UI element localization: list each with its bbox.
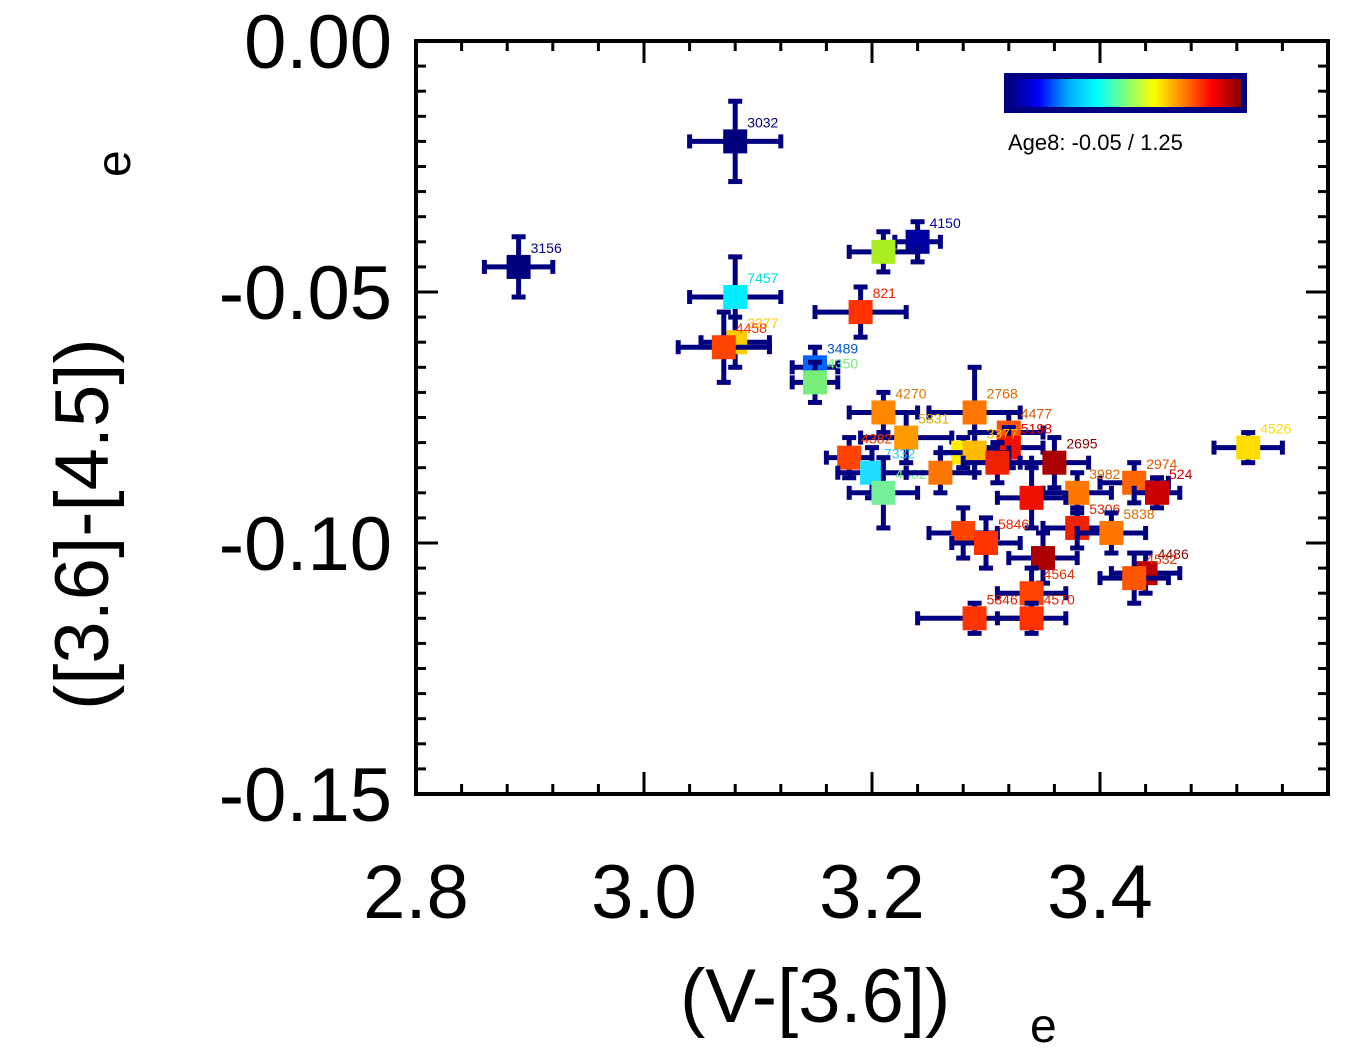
axis-ticks — [414, 39, 1330, 796]
y-tick-label: -0.05 — [219, 251, 392, 336]
data-point — [994, 465, 1069, 531]
point-marker — [985, 450, 1010, 475]
point-marker — [871, 400, 896, 425]
data-point: 4270 — [846, 385, 927, 436]
data-point: 4350 — [789, 355, 858, 405]
data-point: 3156 — [481, 234, 562, 300]
data-point: 5838 — [1074, 506, 1155, 556]
point-marker — [803, 370, 827, 395]
point-marker — [1236, 435, 1261, 460]
point-label: 5831 — [918, 411, 949, 427]
point-marker — [871, 239, 896, 264]
point-marker — [1019, 485, 1044, 510]
x-tick-label: 3.0 — [591, 850, 697, 935]
point-marker — [723, 129, 748, 154]
x-tick-label: 3.2 — [819, 850, 925, 935]
data-point: 5846 — [949, 515, 1029, 571]
y-tick-label: -0.15 — [219, 753, 392, 838]
colorbar-label: Age8: -0.05 / 1.25 — [1008, 130, 1183, 155]
point-marker — [1065, 480, 1090, 505]
point-label: 5846 — [998, 516, 1029, 532]
data-point: 2768 — [926, 364, 1023, 461]
point-label: 5846 — [987, 591, 1018, 607]
data-point: 5846 — [915, 591, 1035, 636]
point-marker — [962, 606, 987, 631]
point-label: 524 — [1169, 466, 1193, 482]
point-label: 4270 — [895, 385, 926, 401]
point-marker — [506, 254, 531, 279]
data-point: 5831 — [858, 409, 955, 466]
data-point — [903, 450, 978, 496]
data-point: 821 — [812, 284, 909, 340]
data-point: 3032 — [687, 98, 784, 185]
point-marker — [928, 460, 953, 485]
point-label: 5198 — [1021, 421, 1052, 437]
point-marker — [894, 425, 919, 450]
point-marker — [860, 460, 884, 485]
point-label: 821 — [873, 285, 897, 301]
point-marker — [723, 285, 748, 310]
point-label: 2695 — [1066, 436, 1097, 452]
tick-labels: 2.8 3.0 3.2 3.4 0.00 -0.05 -0.10 -0.15 — [219, 0, 1153, 935]
point-marker — [837, 445, 862, 470]
point-label: 4350 — [827, 355, 858, 371]
point-label: 4150 — [930, 215, 961, 231]
point-marker — [1099, 520, 1124, 545]
point-label: 4532 — [1146, 551, 1177, 567]
point-marker — [711, 335, 736, 360]
point-label: 4570 — [1044, 591, 1075, 607]
x-axis-label: (V-[3.6]) — [680, 954, 950, 1039]
point-marker — [1042, 450, 1067, 475]
x-tick-label: 2.8 — [363, 850, 469, 935]
point-label: 3982 — [1089, 466, 1120, 482]
point-label: 4486 — [1158, 546, 1189, 562]
point-label: 4564 — [1044, 566, 1075, 582]
data-point: 4150 — [892, 215, 961, 265]
data-point: 4532 — [1097, 550, 1178, 606]
point-label: 4458 — [736, 320, 767, 336]
y-tick-label: -0.10 — [219, 502, 392, 587]
point-label: 2974 — [1146, 456, 1177, 472]
point-label: 7457 — [747, 270, 778, 286]
point-marker — [1019, 606, 1044, 631]
point-label: 3032 — [747, 114, 778, 130]
data-point: 2695 — [1017, 435, 1098, 491]
data-point: 4526 — [1211, 421, 1292, 466]
y-axis-title: ([3.6]-[4.5]) e — [40, 150, 141, 710]
y-axis-subscript: e — [88, 150, 141, 177]
point-label: 4382 — [861, 431, 892, 447]
point-marker — [1122, 566, 1147, 591]
point-label: 4526 — [1260, 421, 1291, 437]
data-point: 4458 — [675, 309, 772, 385]
x-axis-title: (V-[3.6]) e — [680, 954, 1057, 1053]
y-tick-label: 0.00 — [244, 0, 392, 85]
x-axis-subscript: e — [1030, 1000, 1057, 1053]
point-marker — [1145, 480, 1169, 505]
data-point: 524 — [1131, 466, 1193, 511]
y-axis-label: ([3.6]-[4.5]) — [40, 338, 125, 710]
point-marker — [848, 300, 873, 325]
point-label: 2768 — [987, 385, 1018, 401]
point-marker — [962, 400, 987, 425]
point-label: 7332 — [884, 446, 915, 462]
colorbar-gradient — [1010, 79, 1241, 107]
point-label: 3489 — [827, 340, 858, 356]
x-tick-label: 3.4 — [1047, 850, 1153, 935]
point-label: 5838 — [1123, 506, 1154, 522]
colorbar: Age8: -0.05 / 1.25 — [1004, 73, 1247, 155]
point-marker — [871, 480, 896, 505]
point-marker — [974, 531, 998, 555]
point-label: 4477 — [1021, 406, 1052, 422]
data-point: 3982 — [1040, 466, 1121, 516]
point-label: 3156 — [531, 240, 562, 256]
data-point: 7457 — [687, 254, 784, 340]
point-label: 3377 — [747, 315, 778, 331]
data-point: 4570 — [994, 591, 1075, 636]
point-label: 3377 — [987, 426, 1018, 442]
data-point — [846, 229, 921, 275]
